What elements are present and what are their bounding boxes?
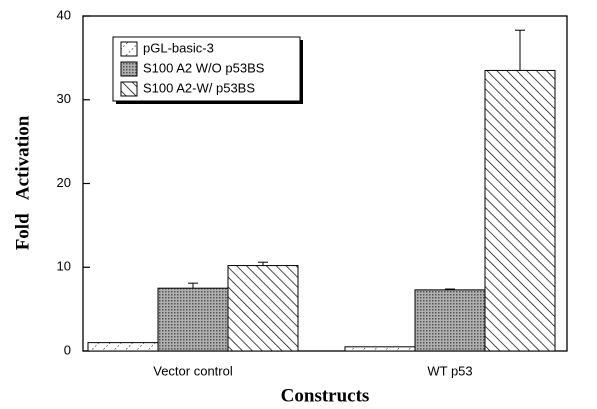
y-axis-title: Fold Activation [12, 115, 33, 250]
bar [87, 342, 159, 352]
legend-label: S100 A2-W/ p53BS [143, 80, 255, 95]
bar [484, 69, 556, 352]
bar [344, 346, 416, 352]
y-tick-label: 30 [57, 91, 71, 106]
legend-box [112, 36, 301, 102]
legend-swatch [120, 61, 138, 77]
y-tick-label: 20 [57, 175, 71, 190]
legend-label: S100 A2 W/O p53BS [143, 60, 265, 75]
bar [227, 265, 299, 352]
legend-swatch [120, 81, 138, 97]
y-tick-label: 0 [64, 342, 71, 357]
legend-swatch [120, 41, 138, 57]
x-tick-label: WT p53 [427, 363, 472, 378]
y-tick-label: 40 [57, 7, 71, 22]
bar [414, 289, 486, 352]
legend-label: pGL-basic-3 [143, 40, 214, 55]
bar [157, 287, 229, 352]
x-tick-label: Vector control [153, 363, 233, 378]
y-tick-label: 10 [57, 259, 71, 274]
x-axis-title: Constructs [281, 385, 370, 406]
